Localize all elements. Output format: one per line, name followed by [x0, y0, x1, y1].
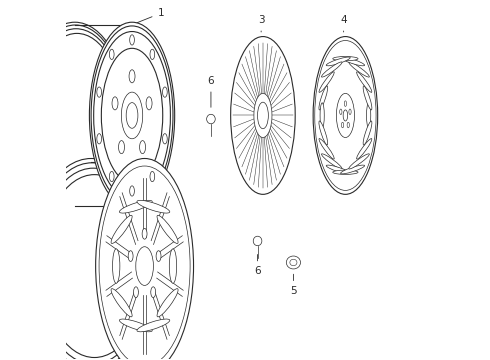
Ellipse shape [357, 72, 372, 93]
Ellipse shape [163, 134, 167, 144]
Ellipse shape [231, 37, 295, 194]
Ellipse shape [347, 122, 349, 128]
Ellipse shape [157, 289, 178, 317]
Ellipse shape [340, 109, 342, 114]
Ellipse shape [341, 57, 365, 66]
Ellipse shape [150, 49, 155, 59]
Ellipse shape [344, 101, 346, 106]
Ellipse shape [109, 171, 114, 182]
Ellipse shape [319, 139, 334, 159]
Ellipse shape [333, 170, 358, 174]
Text: 2: 2 [143, 336, 155, 350]
Ellipse shape [363, 121, 372, 145]
Text: 6: 6 [208, 76, 214, 107]
Ellipse shape [319, 72, 334, 93]
Ellipse shape [120, 201, 152, 213]
Text: 6: 6 [254, 255, 261, 276]
Ellipse shape [36, 168, 150, 360]
Ellipse shape [27, 29, 124, 202]
Ellipse shape [343, 110, 348, 121]
Ellipse shape [101, 48, 163, 183]
Ellipse shape [96, 158, 194, 360]
Ellipse shape [31, 33, 122, 198]
Text: 5: 5 [290, 274, 297, 296]
Text: 3: 3 [258, 15, 265, 32]
Ellipse shape [363, 86, 372, 110]
Ellipse shape [111, 215, 132, 243]
Ellipse shape [41, 175, 148, 357]
Ellipse shape [119, 141, 124, 154]
Ellipse shape [137, 201, 170, 213]
Ellipse shape [97, 87, 101, 97]
Ellipse shape [97, 134, 101, 144]
Ellipse shape [313, 37, 378, 194]
Ellipse shape [32, 163, 152, 360]
Text: 4: 4 [341, 15, 347, 32]
Ellipse shape [130, 186, 134, 196]
Ellipse shape [253, 236, 262, 246]
Ellipse shape [28, 158, 154, 360]
Ellipse shape [113, 249, 120, 283]
Ellipse shape [349, 62, 369, 77]
Ellipse shape [319, 86, 328, 110]
Ellipse shape [146, 97, 152, 110]
Ellipse shape [170, 249, 177, 283]
Ellipse shape [333, 57, 358, 61]
Ellipse shape [112, 97, 118, 110]
Ellipse shape [23, 22, 127, 209]
Text: 1: 1 [136, 8, 164, 23]
Ellipse shape [111, 289, 132, 317]
Ellipse shape [137, 319, 170, 332]
Ellipse shape [25, 25, 126, 206]
Ellipse shape [286, 256, 300, 269]
Ellipse shape [122, 92, 143, 139]
Ellipse shape [128, 251, 133, 261]
Ellipse shape [258, 102, 269, 129]
Ellipse shape [207, 114, 215, 124]
Ellipse shape [142, 228, 147, 239]
Ellipse shape [150, 171, 155, 182]
Ellipse shape [133, 287, 138, 298]
Ellipse shape [349, 154, 369, 169]
Ellipse shape [126, 103, 138, 128]
Ellipse shape [321, 62, 342, 77]
Ellipse shape [129, 70, 135, 83]
Ellipse shape [367, 103, 371, 128]
Ellipse shape [357, 139, 372, 159]
Ellipse shape [320, 103, 324, 128]
Ellipse shape [89, 22, 174, 209]
Ellipse shape [254, 93, 272, 138]
Ellipse shape [163, 87, 167, 97]
Ellipse shape [342, 122, 343, 128]
Ellipse shape [321, 154, 342, 169]
Ellipse shape [336, 93, 354, 138]
Ellipse shape [130, 35, 134, 45]
Ellipse shape [349, 109, 351, 114]
Ellipse shape [319, 121, 328, 145]
Ellipse shape [151, 287, 156, 298]
Ellipse shape [109, 49, 114, 59]
Ellipse shape [341, 165, 365, 174]
Ellipse shape [156, 251, 161, 261]
Ellipse shape [136, 247, 153, 285]
Ellipse shape [140, 141, 146, 154]
Ellipse shape [326, 165, 350, 174]
Ellipse shape [120, 319, 152, 332]
Ellipse shape [157, 215, 178, 243]
Ellipse shape [326, 57, 350, 66]
